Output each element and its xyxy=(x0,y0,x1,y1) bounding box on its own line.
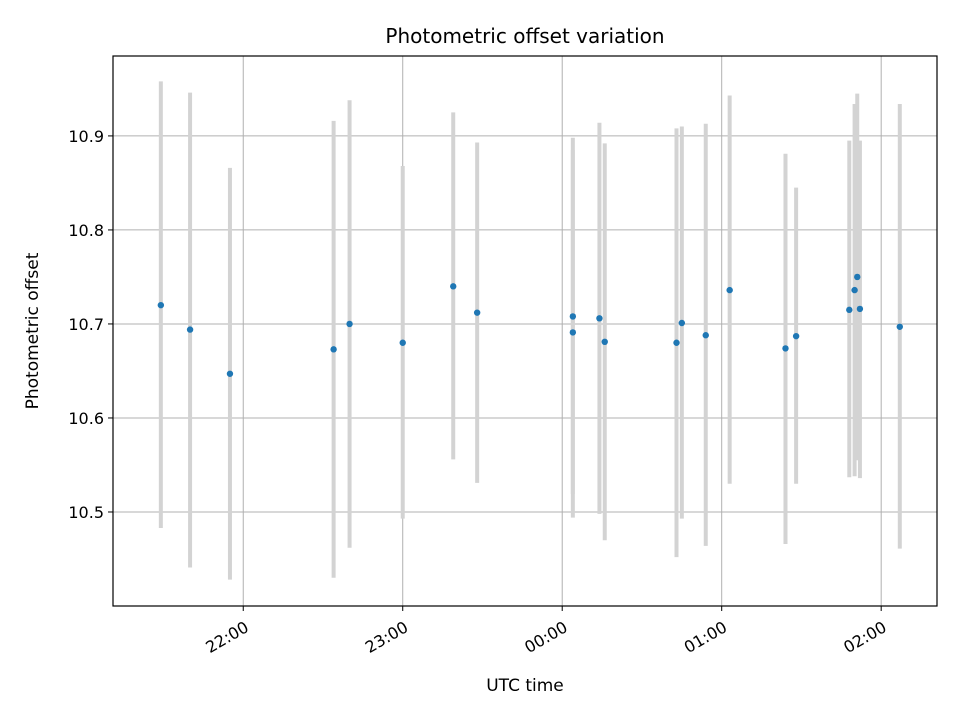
data-point xyxy=(782,345,789,352)
data-point xyxy=(601,338,608,346)
data-point xyxy=(186,326,194,333)
data-point xyxy=(726,286,733,294)
data-point xyxy=(330,346,337,353)
data-point xyxy=(702,332,709,339)
y-tick-label: 10.7 xyxy=(68,315,104,334)
data-point xyxy=(569,329,577,336)
y-axis-ticks: 10.5 10.6 10.7 10.8 10.9 xyxy=(68,127,113,522)
data-point xyxy=(399,339,406,346)
data-point xyxy=(569,313,577,320)
data-point xyxy=(226,370,234,377)
plot-frame xyxy=(112,55,938,607)
y-tick-label: 10.6 xyxy=(68,409,104,428)
data-point xyxy=(896,323,903,330)
y-axis-title: Photometric offset xyxy=(23,252,43,409)
y-tick-label: 10.9 xyxy=(68,127,104,146)
data-point xyxy=(157,301,165,309)
data-point xyxy=(450,283,457,290)
data-points xyxy=(157,273,903,377)
data-point xyxy=(673,339,680,346)
data-point xyxy=(856,305,864,313)
data-point xyxy=(792,332,800,340)
data-point xyxy=(854,273,861,281)
data-point xyxy=(346,320,353,328)
chart-title: Photometric offset variation xyxy=(385,24,664,48)
data-point xyxy=(596,315,603,322)
data-point xyxy=(846,306,853,314)
data-point xyxy=(678,319,686,327)
x-axis-title: UTC time xyxy=(486,676,564,696)
y-tick-label: 10.5 xyxy=(68,503,104,522)
data-point xyxy=(473,309,481,316)
plot-area xyxy=(113,56,937,606)
y-tick-label: 10.8 xyxy=(68,221,104,240)
data-point xyxy=(851,286,858,294)
